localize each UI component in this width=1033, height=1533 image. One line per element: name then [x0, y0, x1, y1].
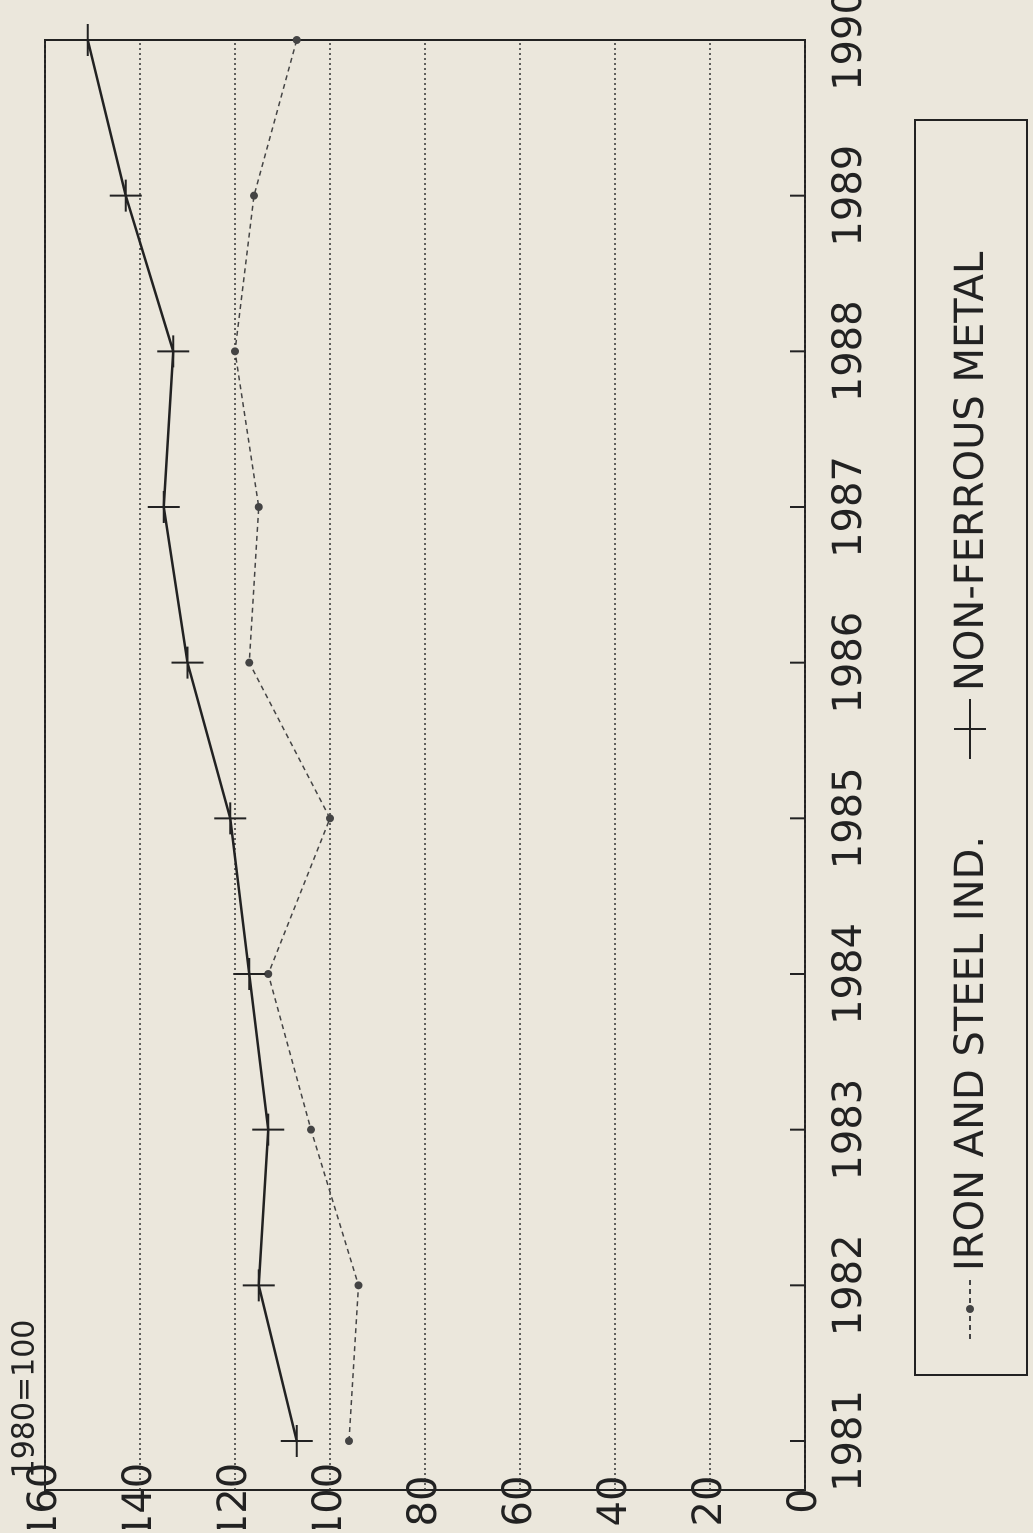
point-marker — [71, 24, 104, 56]
point-marker — [157, 335, 190, 368]
x-tick-label: 1988 — [825, 300, 871, 402]
x-tick-label: 1982 — [825, 1234, 871, 1336]
y-tick-label: 20 — [685, 1476, 731, 1527]
legend-label: IRON AND STEEL IND. — [947, 836, 993, 1271]
point-marker — [171, 646, 204, 679]
x-tick-label: 1987 — [825, 456, 871, 558]
y-tick-label: 0 — [780, 1488, 826, 1513]
point-marker — [245, 658, 254, 667]
point-marker — [254, 503, 263, 511]
point-marker — [354, 1281, 363, 1290]
point-marker — [250, 191, 258, 200]
point-marker — [280, 1425, 313, 1457]
y-tick-label: 140 — [115, 1463, 161, 1529]
point-marker — [214, 802, 247, 835]
series-line — [234, 39, 360, 1442]
y-tick-label: 160 — [20, 1463, 66, 1529]
x-tick-label: 1981 — [825, 1390, 871, 1492]
point-marker — [326, 814, 334, 823]
point-marker — [252, 1113, 285, 1146]
y-tick-label: 120 — [210, 1463, 256, 1529]
point-marker — [264, 970, 273, 978]
x-tick-label: 1989 — [825, 145, 871, 247]
y-tick-label: 40 — [590, 1476, 636, 1527]
chart-title: 1980=100 — [7, 1320, 42, 1479]
legend-marker — [954, 713, 986, 745]
x-tick-label: 1983 — [825, 1079, 871, 1181]
legend-box — [914, 119, 1028, 1376]
x-tick-label: 1985 — [825, 767, 871, 869]
point-marker — [109, 179, 142, 212]
point-marker — [292, 36, 301, 44]
rotated-chart: 1980=100 0 20 40 60 80 100 120 140 160 1981 1982 19… — [7, 0, 1028, 1533]
point-marker — [147, 491, 180, 523]
x-tick-label: 1986 — [825, 612, 871, 714]
point-marker — [307, 1125, 315, 1134]
y-tick-label: 60 — [495, 1476, 541, 1527]
x-tick-label: 1984 — [825, 923, 871, 1025]
x-tick-label: 1990 — [825, 0, 871, 91]
point-marker — [345, 1437, 353, 1445]
legend-label: NON-FERROUS METAL — [947, 251, 993, 691]
series-line — [86, 39, 298, 1442]
y-tick-label: 100 — [305, 1463, 351, 1529]
legend-marker — [966, 1305, 974, 1313]
y-tick-label: 80 — [400, 1476, 446, 1527]
point-marker — [233, 958, 266, 990]
point-marker — [242, 1269, 275, 1302]
point-marker — [231, 347, 239, 356]
